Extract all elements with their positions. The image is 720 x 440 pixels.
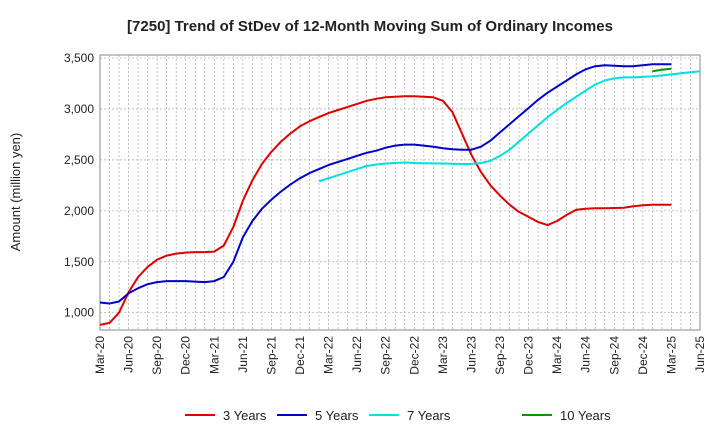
series-line-3-years — [99, 95, 672, 326]
series-lines — [99, 63, 701, 326]
legend-label: 3 Years — [223, 408, 267, 423]
legend-label: 7 Years — [407, 408, 451, 423]
x-tick-label: Dec-23 — [522, 336, 536, 375]
y-tick-label: 3,500 — [64, 51, 94, 65]
x-tick-label: Dec-24 — [636, 336, 650, 375]
x-tick-label: Mar-25 — [664, 336, 678, 374]
x-tick-label: Sep-21 — [264, 336, 278, 375]
y-tick-label: 2,500 — [64, 153, 94, 167]
x-tick-label: Mar-23 — [436, 336, 450, 374]
x-tick-label: Mar-24 — [550, 336, 564, 374]
x-tick-label: Jun-25 — [693, 336, 707, 373]
y-tick-label: 2,000 — [64, 204, 94, 218]
y-tick-label: 1,000 — [64, 306, 94, 320]
series-line-5-years — [99, 63, 672, 305]
x-tick-label: Mar-21 — [207, 336, 221, 374]
x-tick-label: Mar-22 — [322, 336, 336, 374]
x-tick-label: Jun-20 — [122, 336, 136, 373]
x-tick-label: Sep-22 — [379, 336, 393, 375]
plot-area — [99, 54, 701, 331]
x-tick-label: Sep-24 — [607, 336, 621, 375]
x-tick-label: Jun-24 — [579, 336, 593, 373]
y-axis-label: Amount (million yen) — [8, 133, 23, 252]
legend-label: 10 Years — [560, 408, 611, 423]
x-tick-label: Jun-21 — [236, 336, 250, 373]
x-tick-label: Jun-23 — [464, 336, 478, 373]
series-line-7-years — [318, 70, 701, 183]
x-axis-ticks: Mar-20 Jun-20 Sep-20 Dec-20 Mar-21 Jun-21 Sep-… — [93, 336, 707, 375]
y-tick-label: 1,500 — [64, 255, 94, 269]
x-tick-label: Sep-23 — [493, 336, 507, 375]
x-tick-label: Dec-21 — [293, 336, 307, 375]
y-axis-ticks: 1,000 1,500 2,000 2,500 3,000 3,500 — [64, 51, 94, 320]
x-tick-label: Sep-20 — [150, 336, 164, 375]
legend: 3 Years 5 Years 7 Years 10 Years — [185, 408, 611, 423]
legend-label: 5 Years — [315, 408, 359, 423]
x-tick-label: Dec-22 — [407, 336, 421, 375]
x-tick-label: Jun-22 — [350, 336, 364, 373]
x-tick-label: Dec-20 — [179, 336, 193, 375]
y-tick-label: 3,000 — [64, 102, 94, 116]
series-line-10-years — [652, 67, 672, 73]
x-tick-label: Mar-20 — [93, 336, 107, 374]
chart-title: [7250] Trend of StDev of 12-Month Moving… — [127, 18, 613, 35]
